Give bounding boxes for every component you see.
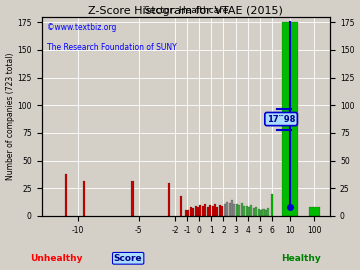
Bar (265, 210, 267, 216)
Bar (204, 204, 206, 216)
Bar (282, 22, 298, 216)
Bar (255, 207, 257, 216)
Bar (187, 210, 189, 216)
Y-axis label: Number of companies (723 total): Number of companies (723 total) (5, 53, 14, 180)
Bar (267, 208, 269, 216)
Bar (231, 200, 233, 216)
Text: ©www.textbiz.org: ©www.textbiz.org (47, 23, 117, 32)
Bar (194, 206, 197, 216)
Bar (262, 209, 265, 216)
Bar (236, 204, 238, 216)
Bar (248, 207, 250, 216)
Bar (192, 208, 194, 216)
Bar (168, 183, 170, 216)
Bar (219, 205, 221, 216)
Bar (243, 206, 245, 216)
Bar (197, 207, 199, 216)
Bar (190, 207, 192, 216)
Bar (229, 203, 231, 216)
Bar (221, 206, 223, 216)
Bar (246, 206, 248, 216)
Bar (207, 207, 209, 216)
Bar (83, 181, 85, 216)
Bar (65, 174, 67, 216)
Bar (260, 210, 262, 216)
Text: Healthy: Healthy (282, 254, 321, 263)
Bar (180, 196, 182, 216)
Bar (250, 205, 252, 216)
Bar (226, 201, 228, 216)
Text: Sector: Healthcare: Sector: Healthcare (144, 6, 228, 15)
Bar (209, 205, 211, 216)
Bar (258, 209, 260, 216)
Bar (202, 206, 204, 216)
Bar (240, 203, 243, 216)
Bar (309, 207, 320, 216)
Bar (212, 206, 213, 216)
Bar (199, 205, 202, 216)
Bar (214, 204, 216, 216)
Text: 17‴98: 17‴98 (267, 114, 295, 124)
Bar (271, 194, 273, 216)
Text: The Research Foundation of SUNY: The Research Foundation of SUNY (47, 43, 177, 52)
Title: Z-Score Histogram for VTAE (2015): Z-Score Histogram for VTAE (2015) (89, 6, 283, 16)
Bar (131, 181, 134, 216)
Text: Score: Score (114, 254, 143, 263)
Bar (238, 205, 240, 216)
Bar (233, 204, 235, 216)
Bar (253, 208, 255, 216)
Text: Unhealthy: Unhealthy (30, 254, 82, 263)
Bar (185, 210, 187, 216)
Bar (216, 207, 219, 216)
Bar (224, 204, 226, 216)
